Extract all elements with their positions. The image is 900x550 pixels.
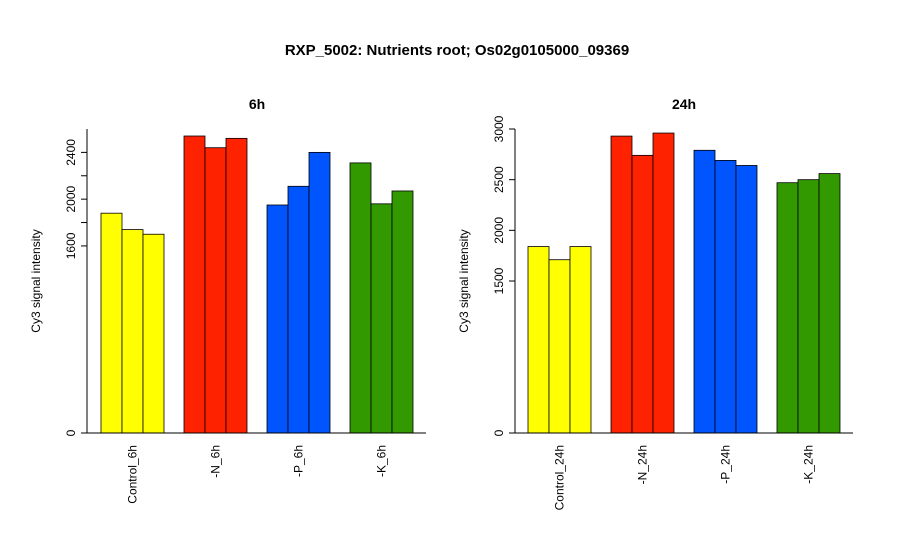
bar--k-6h-3 <box>391 190 414 434</box>
bar-control-24h-1 <box>527 246 550 434</box>
bar-control-6h-3 <box>142 233 165 434</box>
x-tick-label: Control_24h <box>553 445 567 510</box>
bar--p-6h-3 <box>308 151 331 434</box>
x-tick-label: -N_6h <box>209 445 223 478</box>
x-tick-label: Control_6h <box>126 445 140 504</box>
y-tick-label: 0 <box>64 429 78 436</box>
bar--n-24h-2 <box>631 154 654 434</box>
bar--p-6h-2 <box>287 185 310 434</box>
bar-control-6h-1 <box>100 212 123 434</box>
y-axis-label: Cy3 signal intensity <box>29 229 43 332</box>
panel-title: 24h <box>672 96 696 112</box>
panel-title: 6h <box>249 96 265 112</box>
panel-6h: 6h Cy3 signal intensity Control_6h -N_6h -P_… <box>29 96 426 504</box>
bar--n-6h-1 <box>183 135 206 434</box>
bar--k-24h-2 <box>797 179 820 434</box>
y-tick-label: 2000 <box>492 217 506 244</box>
bar--n-24h-1 <box>610 135 633 434</box>
chart-title: RXP_5002: Nutrients root; Os02g0105000_0… <box>285 42 629 59</box>
bar--p-6h-1 <box>266 204 289 434</box>
bar--k-24h-1 <box>776 182 799 434</box>
bar-control-6h-2 <box>121 229 144 434</box>
y-tick-label: 1600 <box>64 232 78 259</box>
bar--p-24h-3 <box>735 165 758 434</box>
x-tick-label: -K_6h <box>375 445 389 477</box>
bar--k-24h-3 <box>818 173 841 434</box>
x-tick-label: -P_24h <box>719 445 733 484</box>
y-tick-label: 1500 <box>492 267 506 294</box>
y-tick-label: 2000 <box>64 185 78 212</box>
bar--n-6h-3 <box>225 137 248 434</box>
x-tick-label: -P_6h <box>292 445 306 477</box>
y-tick-label: 0 <box>492 429 506 436</box>
bar-control-24h-3 <box>569 246 592 434</box>
bar--n-6h-2 <box>204 147 227 434</box>
bar--k-6h-1 <box>349 162 372 434</box>
bar-control-24h-2 <box>548 259 571 434</box>
panel-24h: 24h Cy3 signal intensity Control_24h -N_24h… <box>457 96 853 510</box>
bar--p-24h-1 <box>693 149 716 434</box>
y-tick-label: 2500 <box>492 166 506 193</box>
y-tick-label: 3000 <box>492 115 506 142</box>
x-tick-label: -N_24h <box>636 445 650 484</box>
y-axis-label: Cy3 signal intensity <box>457 229 471 332</box>
bar--k-6h-2 <box>370 203 393 434</box>
bar--p-24h-2 <box>714 160 737 434</box>
y-tick-label: 2400 <box>64 139 78 166</box>
bar--n-24h-3 <box>652 132 675 434</box>
x-tick-label: -K_24h <box>802 445 816 484</box>
